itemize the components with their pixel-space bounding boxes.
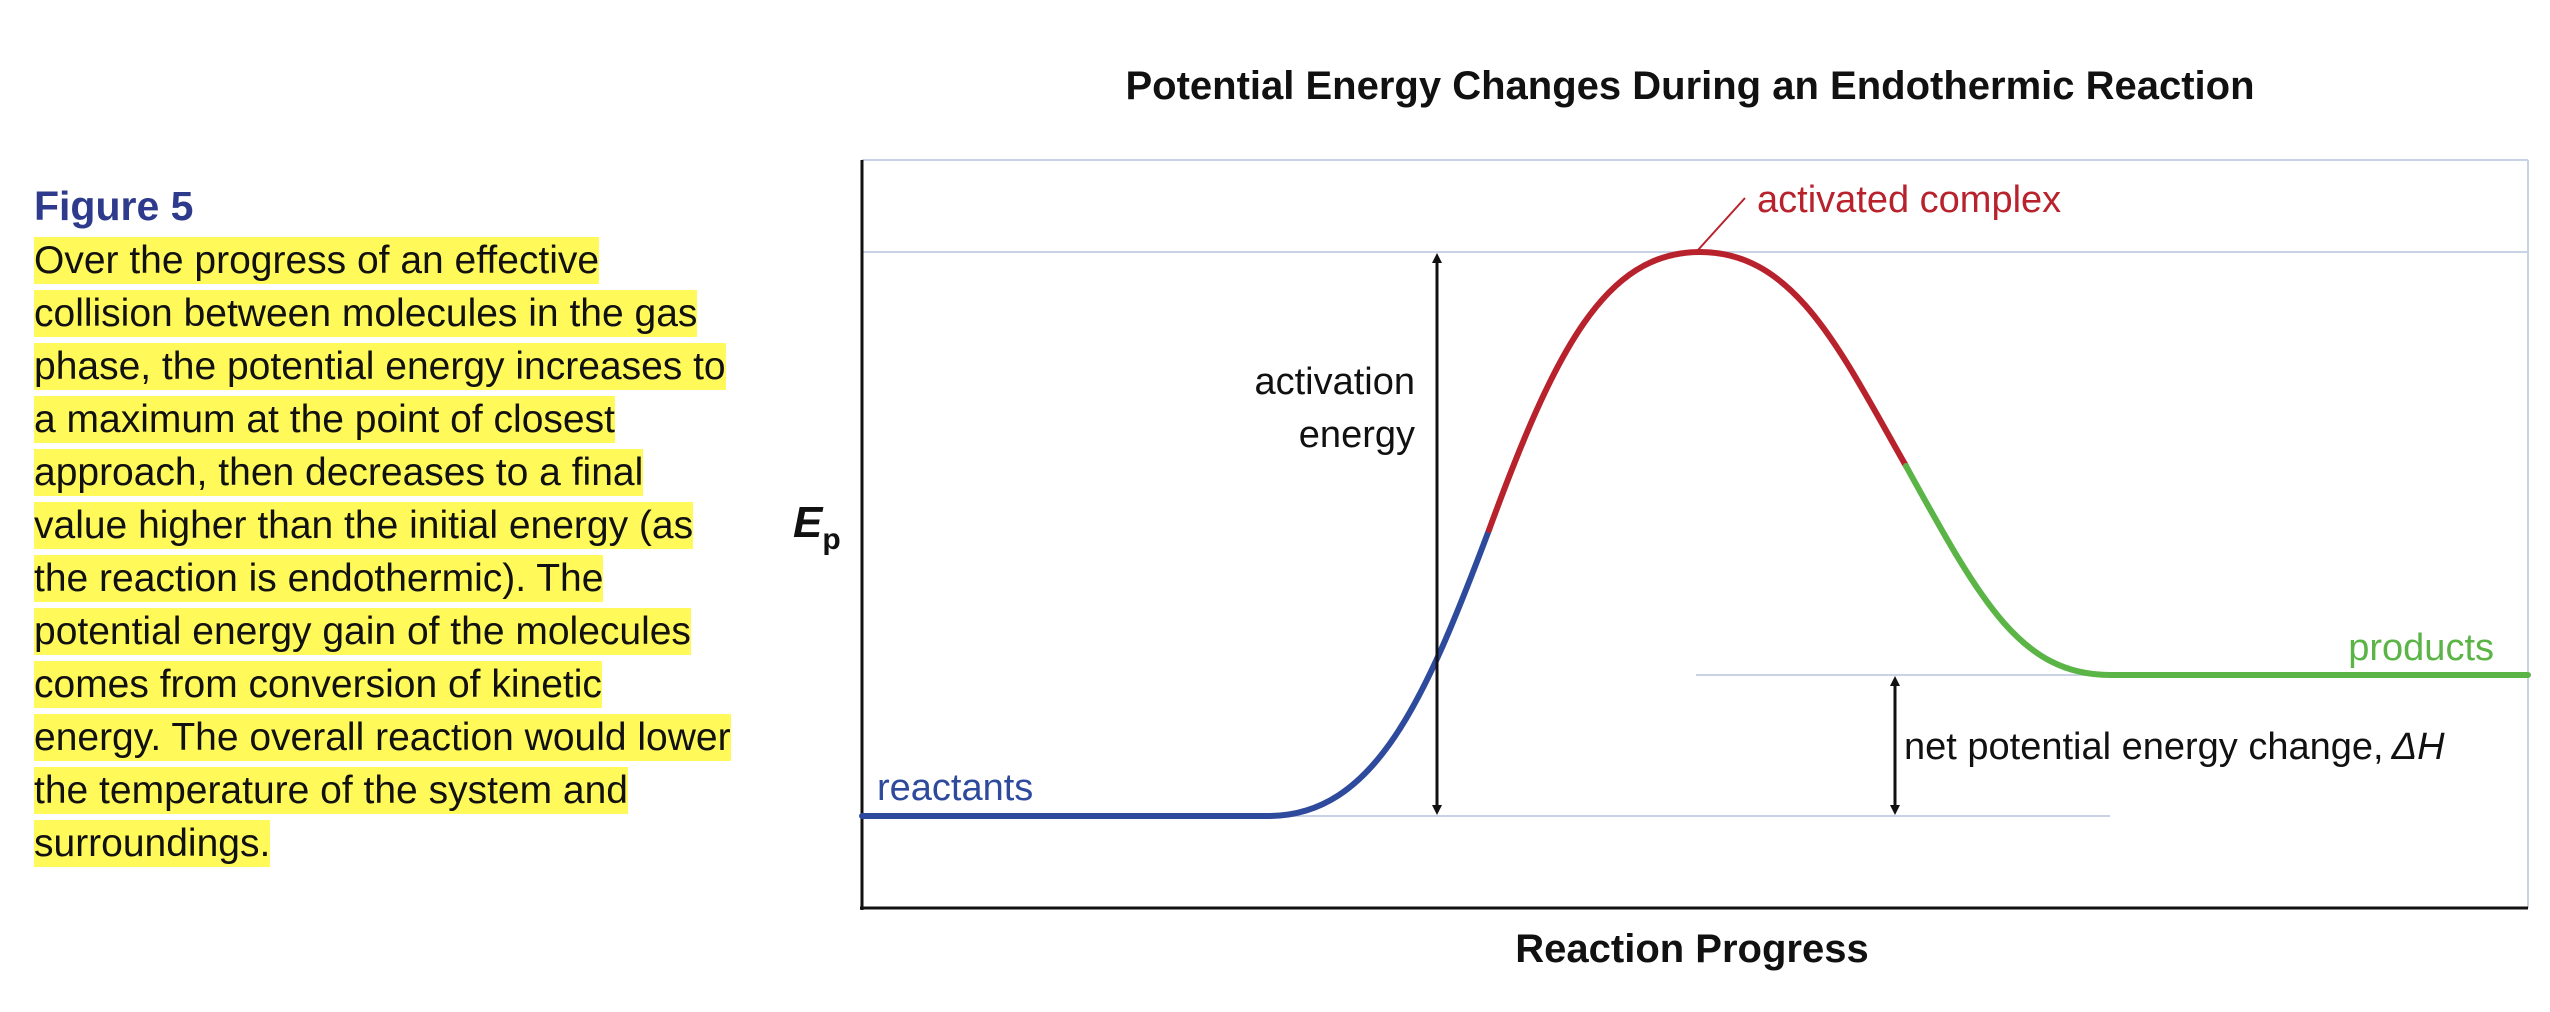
reactants-curve	[859, 527, 1492, 819]
figure-caption-panel: Figure 5 Over the progress of an effecti…	[34, 180, 734, 870]
activated-complex-pointer	[1697, 197, 1746, 251]
activation-curve	[1486, 248, 1909, 533]
products-label: products	[2348, 627, 2494, 669]
reactants-label: reactants	[877, 767, 1033, 809]
activation-energy-label-line2: energy	[1299, 414, 1415, 456]
net-energy-change-label: net potential energy change, ΔH	[1904, 726, 2445, 768]
products-curve	[1903, 463, 2531, 678]
y-axis-label-subscript: p	[822, 523, 840, 556]
y-axis-label-main: E	[793, 498, 824, 547]
net-energy-change-text: net potential energy change,	[1904, 726, 2384, 768]
x-axis-label: Reaction Progress	[1515, 927, 1868, 971]
y-axis-label: Ep	[793, 498, 841, 556]
activated-complex-label: activated complex	[1757, 179, 2061, 221]
activation-energy-label-line1: activation	[1254, 361, 1415, 403]
delta-h-symbol: ΔH	[2391, 726, 2445, 768]
chart-title: Potential Energy Changes During an Endot…	[1125, 64, 2255, 108]
figure-label: Figure 5	[34, 183, 194, 229]
figure-caption-text: Over the progress of an effective collis…	[34, 234, 734, 870]
